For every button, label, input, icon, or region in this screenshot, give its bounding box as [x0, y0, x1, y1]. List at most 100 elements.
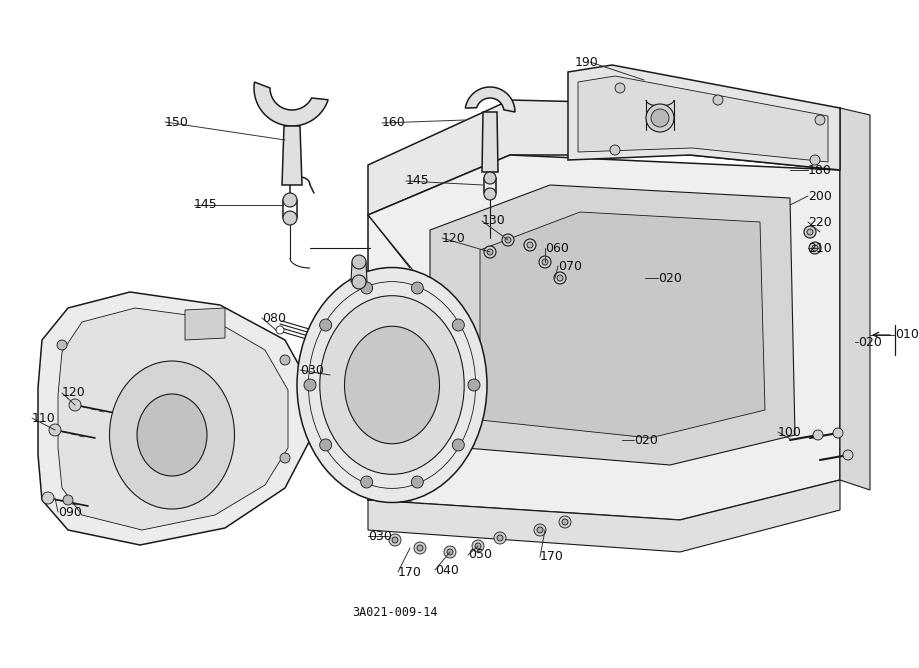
- Circle shape: [554, 272, 566, 284]
- Text: 060: 060: [545, 242, 569, 255]
- Circle shape: [444, 546, 456, 558]
- Polygon shape: [840, 108, 870, 490]
- Circle shape: [615, 83, 625, 93]
- Circle shape: [360, 282, 373, 294]
- Circle shape: [484, 246, 496, 258]
- Circle shape: [304, 379, 316, 391]
- Circle shape: [559, 516, 571, 528]
- Text: 040: 040: [435, 564, 459, 576]
- Circle shape: [69, 399, 81, 411]
- Circle shape: [417, 545, 423, 551]
- Text: 100: 100: [778, 426, 802, 438]
- Ellipse shape: [345, 326, 439, 444]
- Circle shape: [713, 95, 723, 105]
- Text: 145: 145: [406, 174, 430, 188]
- Text: 020: 020: [634, 434, 658, 446]
- Circle shape: [502, 234, 514, 246]
- Circle shape: [813, 430, 823, 440]
- Circle shape: [484, 172, 496, 184]
- Circle shape: [487, 249, 493, 255]
- Text: 145: 145: [194, 198, 218, 212]
- Circle shape: [276, 326, 284, 334]
- Circle shape: [539, 256, 551, 268]
- Circle shape: [810, 155, 820, 165]
- Circle shape: [651, 109, 669, 127]
- Polygon shape: [568, 65, 840, 170]
- Polygon shape: [465, 87, 515, 112]
- Circle shape: [527, 242, 533, 248]
- Circle shape: [352, 275, 366, 289]
- Circle shape: [484, 188, 496, 200]
- Text: 190: 190: [575, 55, 599, 69]
- Circle shape: [320, 319, 332, 331]
- Text: 050: 050: [468, 548, 492, 562]
- Circle shape: [557, 275, 563, 281]
- Circle shape: [534, 524, 546, 536]
- Polygon shape: [480, 212, 765, 438]
- Text: 010: 010: [895, 329, 919, 341]
- Circle shape: [497, 535, 503, 541]
- Circle shape: [505, 237, 511, 243]
- Ellipse shape: [137, 394, 207, 476]
- Ellipse shape: [320, 296, 464, 474]
- Text: 220: 220: [808, 216, 832, 228]
- Text: 020: 020: [658, 271, 682, 285]
- Circle shape: [352, 255, 366, 269]
- Polygon shape: [482, 112, 498, 172]
- Circle shape: [392, 537, 398, 543]
- Text: 030: 030: [300, 363, 323, 377]
- Text: 130: 130: [482, 214, 505, 228]
- Circle shape: [475, 543, 481, 549]
- Polygon shape: [351, 262, 367, 282]
- Text: 160: 160: [382, 116, 406, 130]
- Circle shape: [447, 549, 453, 555]
- Polygon shape: [368, 100, 840, 215]
- Circle shape: [452, 439, 464, 451]
- Polygon shape: [254, 82, 328, 126]
- Circle shape: [804, 226, 816, 238]
- Circle shape: [389, 534, 401, 546]
- Circle shape: [809, 242, 821, 254]
- Circle shape: [807, 229, 813, 235]
- Text: 020: 020: [858, 335, 882, 349]
- Circle shape: [42, 492, 54, 504]
- Text: 150: 150: [165, 116, 189, 128]
- Circle shape: [468, 379, 480, 391]
- Circle shape: [412, 476, 424, 488]
- Circle shape: [562, 519, 568, 525]
- Text: 070: 070: [558, 259, 582, 273]
- Text: 170: 170: [398, 566, 422, 578]
- Text: 170: 170: [540, 550, 564, 564]
- Circle shape: [542, 259, 548, 265]
- Text: 200: 200: [808, 190, 832, 202]
- Text: 090: 090: [58, 506, 82, 518]
- Text: 030: 030: [368, 530, 391, 542]
- Text: 180: 180: [808, 164, 832, 176]
- Circle shape: [472, 540, 484, 552]
- Circle shape: [63, 495, 73, 505]
- Text: 120: 120: [442, 232, 466, 244]
- Text: 3A021-009-14: 3A021-009-14: [352, 605, 437, 619]
- Circle shape: [320, 439, 332, 451]
- Polygon shape: [38, 292, 310, 545]
- Circle shape: [646, 104, 674, 132]
- Text: 120: 120: [62, 387, 85, 399]
- Circle shape: [833, 428, 843, 438]
- Circle shape: [815, 115, 825, 125]
- Text: 080: 080: [262, 311, 286, 325]
- Polygon shape: [368, 480, 840, 552]
- Circle shape: [414, 542, 426, 554]
- Circle shape: [49, 424, 61, 436]
- Circle shape: [412, 282, 424, 294]
- Circle shape: [843, 450, 853, 460]
- Circle shape: [452, 319, 464, 331]
- Polygon shape: [282, 126, 302, 185]
- Polygon shape: [185, 308, 225, 340]
- Circle shape: [537, 527, 543, 533]
- Circle shape: [524, 239, 536, 251]
- Circle shape: [360, 476, 373, 488]
- Circle shape: [283, 211, 297, 225]
- Polygon shape: [430, 185, 795, 465]
- Polygon shape: [58, 308, 288, 530]
- Circle shape: [610, 145, 620, 155]
